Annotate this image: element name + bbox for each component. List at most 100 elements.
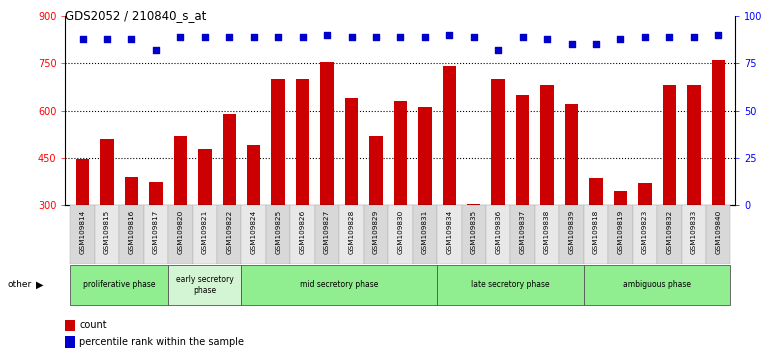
Point — [370, 34, 382, 40]
Bar — [75, 159, 89, 205]
Text: GSM109829: GSM109829 — [373, 210, 379, 254]
Text: mid secretory phase: mid secretory phase — [300, 280, 379, 290]
Bar — [443, 67, 456, 205]
FancyBboxPatch shape — [290, 205, 315, 264]
FancyBboxPatch shape — [657, 205, 681, 264]
Text: GSM109833: GSM109833 — [691, 210, 697, 254]
Text: GSM109835: GSM109835 — [470, 210, 477, 254]
Text: GSM109834: GSM109834 — [447, 210, 452, 254]
Bar — [393, 101, 407, 205]
Bar — [687, 85, 701, 205]
FancyBboxPatch shape — [95, 205, 119, 264]
Point — [467, 34, 480, 40]
Text: GSM109816: GSM109816 — [129, 210, 135, 254]
Point — [444, 32, 456, 38]
FancyBboxPatch shape — [70, 205, 95, 264]
Point — [126, 36, 138, 41]
FancyBboxPatch shape — [584, 265, 731, 305]
Bar — [320, 62, 333, 205]
Point — [590, 41, 602, 47]
FancyBboxPatch shape — [437, 265, 584, 305]
FancyBboxPatch shape — [168, 205, 192, 264]
FancyBboxPatch shape — [437, 205, 461, 264]
Point — [614, 36, 627, 41]
FancyBboxPatch shape — [633, 205, 657, 264]
Text: GSM109818: GSM109818 — [593, 210, 599, 254]
Text: GSM109821: GSM109821 — [202, 210, 208, 254]
Text: GSM109815: GSM109815 — [104, 210, 110, 254]
Text: GSM109827: GSM109827 — [324, 210, 330, 254]
Point — [101, 36, 113, 41]
FancyBboxPatch shape — [486, 205, 511, 264]
FancyBboxPatch shape — [608, 205, 633, 264]
Text: GDS2052 / 210840_s_at: GDS2052 / 210840_s_at — [65, 9, 207, 22]
FancyBboxPatch shape — [559, 205, 584, 264]
Text: percentile rank within the sample: percentile rank within the sample — [79, 337, 244, 347]
Bar — [614, 191, 627, 205]
FancyBboxPatch shape — [388, 205, 413, 264]
FancyBboxPatch shape — [217, 205, 242, 264]
Point — [199, 34, 211, 40]
FancyBboxPatch shape — [413, 205, 437, 264]
Bar — [247, 145, 260, 205]
Text: early secretory
phase: early secretory phase — [176, 275, 233, 295]
Text: GSM109830: GSM109830 — [397, 210, 403, 254]
Bar — [516, 95, 529, 205]
Point — [419, 34, 431, 40]
Bar — [149, 182, 162, 205]
Text: proliferative phase: proliferative phase — [83, 280, 156, 290]
FancyBboxPatch shape — [681, 205, 706, 264]
Bar — [565, 104, 578, 205]
FancyBboxPatch shape — [192, 205, 217, 264]
Point — [492, 47, 504, 53]
Text: other: other — [8, 280, 32, 290]
FancyBboxPatch shape — [70, 265, 168, 305]
Bar — [198, 149, 212, 205]
Text: GSM109824: GSM109824 — [251, 210, 256, 254]
FancyBboxPatch shape — [511, 205, 535, 264]
FancyBboxPatch shape — [363, 205, 388, 264]
FancyBboxPatch shape — [242, 205, 266, 264]
Point — [517, 34, 529, 40]
FancyBboxPatch shape — [168, 265, 242, 305]
Bar — [638, 183, 651, 205]
FancyBboxPatch shape — [535, 205, 559, 264]
Point — [639, 34, 651, 40]
Point — [712, 32, 725, 38]
Text: GSM109836: GSM109836 — [495, 210, 501, 254]
Bar — [589, 178, 603, 205]
Text: late secretory phase: late secretory phase — [471, 280, 550, 290]
Text: GSM109839: GSM109839 — [568, 210, 574, 254]
Point — [223, 34, 236, 40]
Point — [296, 34, 309, 40]
Text: GSM109820: GSM109820 — [177, 210, 183, 254]
Bar — [711, 60, 725, 205]
Text: GSM109825: GSM109825 — [275, 210, 281, 254]
Text: GSM109826: GSM109826 — [300, 210, 306, 254]
Point — [394, 34, 407, 40]
Bar — [491, 79, 505, 205]
Text: GSM109837: GSM109837 — [520, 210, 526, 254]
Bar — [125, 177, 138, 205]
Bar — [467, 204, 480, 205]
FancyBboxPatch shape — [584, 205, 608, 264]
Text: count: count — [79, 320, 107, 330]
Point — [247, 34, 259, 40]
FancyBboxPatch shape — [706, 205, 731, 264]
FancyBboxPatch shape — [266, 205, 290, 264]
Bar — [345, 98, 358, 205]
FancyBboxPatch shape — [315, 205, 340, 264]
FancyBboxPatch shape — [242, 265, 437, 305]
Bar — [174, 136, 187, 205]
Bar — [296, 79, 310, 205]
Text: GSM109822: GSM109822 — [226, 210, 233, 254]
Text: ▶: ▶ — [36, 280, 44, 290]
Bar — [541, 85, 554, 205]
Point — [688, 34, 700, 40]
Text: GSM109832: GSM109832 — [666, 210, 672, 254]
Point — [149, 47, 162, 53]
Text: GSM109840: GSM109840 — [715, 210, 721, 254]
FancyBboxPatch shape — [340, 205, 363, 264]
Bar — [370, 136, 383, 205]
Text: GSM109838: GSM109838 — [544, 210, 550, 254]
